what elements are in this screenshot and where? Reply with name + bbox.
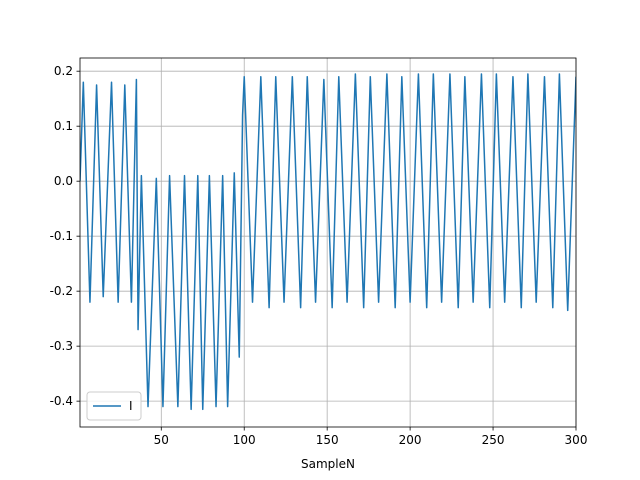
- data-line: [80, 73, 576, 411]
- y-tick-label: 0.0: [54, 174, 73, 188]
- y-tick-label: 0.2: [54, 64, 73, 78]
- y-tick-label: -0.3: [50, 339, 73, 353]
- x-tick-label: 50: [154, 433, 169, 447]
- y-tick-label: -0.4: [50, 394, 73, 408]
- x-tick-label: 150: [316, 433, 339, 447]
- x-tick-label: 250: [482, 433, 505, 447]
- y-tick-label: 0.1: [54, 119, 73, 133]
- x-tick-label: 200: [399, 433, 422, 447]
- legend-label: I: [129, 399, 133, 413]
- y-tick-label: -0.2: [50, 284, 73, 298]
- y-tick-label: -0.1: [50, 229, 73, 243]
- plot-frame: [79, 57, 577, 428]
- x-tick-label: 300: [565, 433, 588, 447]
- x-tick-label: 100: [233, 433, 256, 447]
- x-axis-label: SampleN: [301, 457, 355, 471]
